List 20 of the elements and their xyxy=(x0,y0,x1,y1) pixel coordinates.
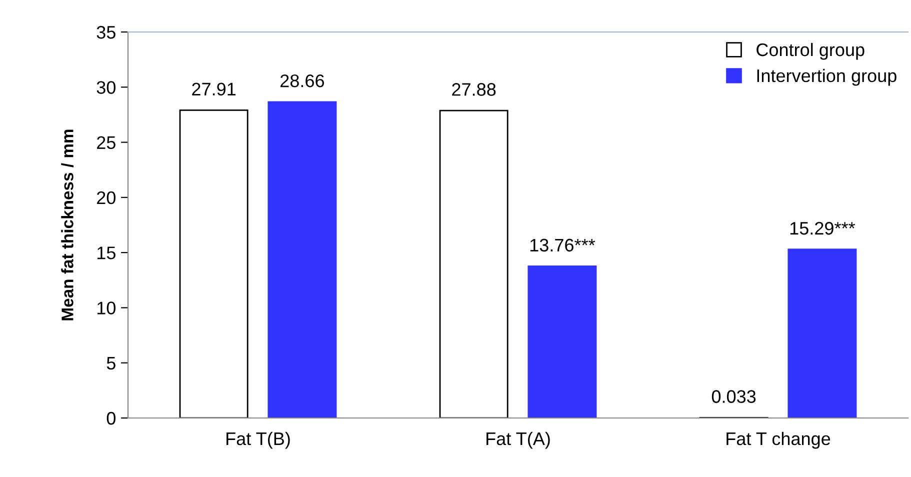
y-tick-label: 20 xyxy=(97,191,116,204)
y-axis-title: Mean fat thickness / mm xyxy=(61,130,74,320)
y-tick-label: 25 xyxy=(97,136,116,150)
legend-label: Control group xyxy=(756,42,864,60)
y-tick-label: 0 xyxy=(106,412,116,425)
data-label: 28.66 xyxy=(280,74,324,88)
x-tick-label: Fat T change xyxy=(726,432,830,449)
data-label: 27.91 xyxy=(192,82,236,96)
data-label: 0.033 xyxy=(712,390,756,403)
y-tick-label: 30 xyxy=(96,81,116,94)
legend-label: Intervertion group xyxy=(757,68,896,86)
data-label: 15.29*** xyxy=(790,222,856,235)
x-tick-label: Fat T(A) xyxy=(486,432,550,449)
data-label: 13.76*** xyxy=(530,238,596,252)
y-tick-label: 10 xyxy=(97,302,116,314)
data-label: 27.88 xyxy=(452,83,496,96)
y-tick-label: 15 xyxy=(97,246,116,260)
x-tick-label: Fat T(B) xyxy=(226,432,290,449)
y-tick-label: 35 xyxy=(96,26,116,39)
y-tick-label: 5 xyxy=(106,356,116,370)
